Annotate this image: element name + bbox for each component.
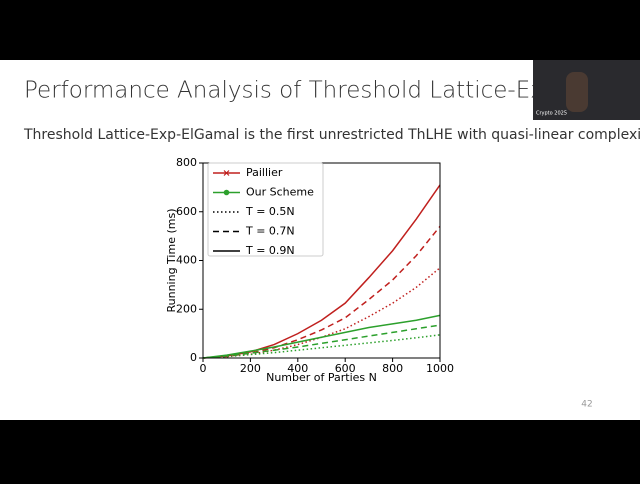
- y-tick-label: 400: [176, 254, 197, 267]
- x-axis-label: Number of Parties N: [266, 371, 377, 384]
- legend-label: T = 0.5N: [245, 205, 295, 218]
- legend-marker: [223, 170, 230, 176]
- x-tick-label: 0: [200, 362, 207, 375]
- x-tick-label: 800: [382, 362, 403, 375]
- legend-label: T = 0.7N: [245, 225, 295, 238]
- chart: 0 200 400 600 800 0 200 400 600 800 1000 Number of …: [165, 156, 454, 384]
- legend-box: [207, 162, 324, 257]
- speaker: [566, 72, 588, 112]
- legend-marker: [223, 189, 230, 196]
- y-tick-label: 200: [176, 302, 197, 315]
- x-tick-label: 200: [240, 362, 261, 375]
- series-line: [202, 184, 441, 359]
- y-tick-label: 800: [176, 156, 197, 169]
- slide-title: Performance Analysis of Threshold Lattic…: [24, 78, 606, 104]
- y-tick-label: 0: [190, 351, 197, 364]
- series-line: [202, 314, 441, 359]
- x-tick-label: 1000: [426, 362, 454, 375]
- series-line: [202, 225, 441, 359]
- x-tick-label: 600: [335, 362, 356, 375]
- webcam-caption: Crypto 2025: [536, 111, 567, 117]
- y-axis-label: Running Time (ms): [165, 208, 178, 312]
- x-tick-label: 400: [287, 362, 308, 375]
- legend-label: T = 0.9N: [245, 244, 295, 257]
- y-tick-label: 600: [176, 205, 197, 218]
- slide-subtitle: Threshold Lattice-Exp-ElGamal is the fir…: [23, 127, 640, 143]
- page-number: 42: [581, 400, 592, 410]
- legend-label: Our Scheme: [246, 186, 314, 199]
- legend-label: Paillier: [246, 166, 283, 179]
